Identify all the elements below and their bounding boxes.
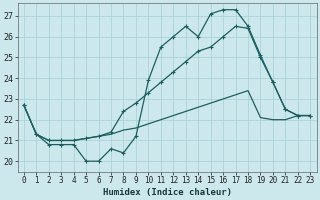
X-axis label: Humidex (Indice chaleur): Humidex (Indice chaleur) — [103, 188, 232, 197]
